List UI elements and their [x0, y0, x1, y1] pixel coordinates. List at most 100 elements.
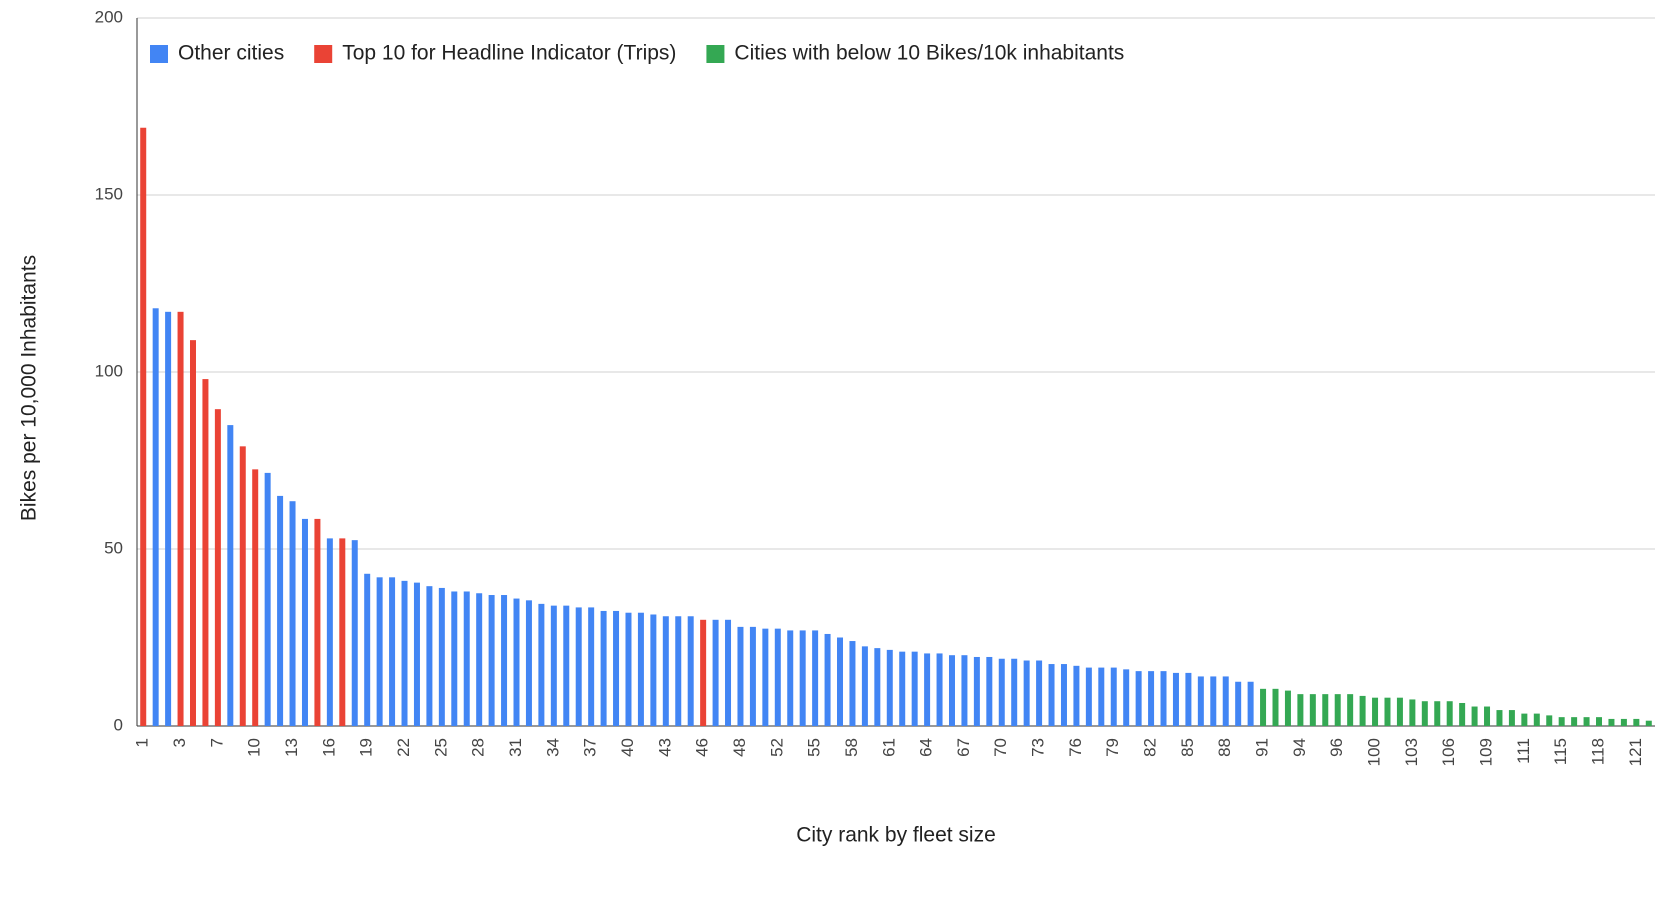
legend-label: Cities with below 10 Bikes/10k inhabitan…	[734, 42, 1124, 65]
bar	[687, 616, 694, 726]
bar	[1098, 667, 1105, 726]
x-tick-label: 31	[506, 738, 525, 757]
x-tick-label: 61	[879, 738, 898, 757]
x-tick-label: 16	[319, 738, 338, 757]
bar	[1372, 697, 1379, 726]
bar	[725, 619, 732, 726]
bar	[563, 605, 570, 726]
bar	[600, 610, 607, 726]
bar	[1583, 717, 1590, 726]
x-tick-label: 52	[767, 738, 786, 757]
x-tick-label: 25	[431, 738, 450, 757]
bar	[749, 626, 756, 726]
x-tick-label: 58	[842, 738, 861, 757]
bar	[1309, 694, 1316, 726]
x-tick-label: 103	[1402, 738, 1421, 766]
bar	[314, 518, 321, 726]
bar	[575, 607, 582, 726]
bar	[1396, 697, 1403, 726]
bar	[501, 595, 508, 726]
legend-swatch	[150, 45, 168, 63]
bar	[401, 580, 408, 726]
bar	[451, 591, 458, 726]
x-tick-label: 34	[543, 738, 562, 757]
bar	[1222, 676, 1229, 726]
y-axis-label: Bikes per 10,000 Inhabitants	[18, 255, 41, 521]
bar	[438, 587, 445, 726]
bar	[1110, 667, 1117, 726]
bar	[911, 651, 918, 726]
bar	[476, 593, 483, 726]
legend-swatch	[314, 45, 333, 63]
x-tick-label: 46	[693, 738, 712, 757]
bar	[1247, 681, 1254, 726]
bar	[712, 619, 719, 726]
bar	[140, 127, 147, 727]
bar	[1446, 701, 1453, 726]
bar	[812, 630, 819, 726]
x-tick-label: 70	[991, 738, 1010, 757]
bar	[1172, 672, 1179, 726]
bar	[1073, 665, 1080, 726]
bar	[1471, 706, 1478, 726]
bar	[1347, 694, 1354, 726]
x-tick-label: 85	[1178, 738, 1197, 757]
bar	[1409, 699, 1416, 726]
bar	[214, 409, 221, 726]
legend-label: Top 10 for Headline Indicator (Trips)	[342, 42, 676, 65]
x-tick-label: 115	[1551, 738, 1570, 765]
bar	[413, 582, 420, 726]
bar	[861, 646, 868, 726]
bar	[550, 605, 557, 726]
bar	[1608, 718, 1615, 726]
bar	[189, 340, 196, 726]
x-tick-label: 67	[954, 738, 973, 757]
bar	[799, 630, 806, 726]
bar	[1160, 671, 1167, 726]
x-tick-label: 1	[133, 738, 152, 747]
bar	[1521, 713, 1528, 726]
bar	[252, 469, 259, 726]
bar	[1484, 706, 1491, 726]
bar	[1011, 658, 1018, 726]
bar	[737, 626, 744, 726]
bar	[1048, 664, 1055, 726]
x-tick-label: 73	[1029, 738, 1048, 757]
x-tick-label: 37	[581, 738, 600, 757]
bar	[239, 446, 246, 726]
bar	[1284, 690, 1291, 726]
bar	[1421, 701, 1428, 726]
bar	[513, 598, 520, 726]
bar	[301, 518, 308, 726]
bar	[1434, 701, 1441, 726]
bar	[1297, 694, 1304, 726]
bar	[264, 472, 271, 726]
bar	[389, 577, 396, 726]
bar	[1148, 671, 1155, 726]
bar	[538, 603, 545, 726]
x-tick-label: 10	[245, 738, 264, 757]
bar	[488, 595, 495, 726]
bar	[1645, 720, 1652, 726]
x-tick-label: 19	[357, 738, 376, 757]
bar	[177, 311, 184, 726]
bar	[650, 614, 657, 726]
bar	[339, 538, 346, 726]
bar	[1359, 695, 1366, 726]
bar	[948, 655, 955, 726]
bar	[1322, 694, 1329, 726]
bar	[874, 648, 881, 726]
bar	[1023, 660, 1030, 726]
bar	[1334, 694, 1341, 726]
x-tick-label: 94	[1290, 738, 1309, 757]
x-tick-label: 82	[1141, 738, 1160, 757]
bar	[1085, 667, 1092, 726]
x-tick-label: 118	[1588, 738, 1607, 765]
x-tick-label: 3	[170, 738, 189, 747]
bar	[662, 616, 669, 726]
bar	[700, 619, 707, 726]
bar	[675, 616, 682, 726]
legend-label: Other cities	[178, 42, 284, 65]
y-tick-label: 0	[114, 715, 123, 734]
